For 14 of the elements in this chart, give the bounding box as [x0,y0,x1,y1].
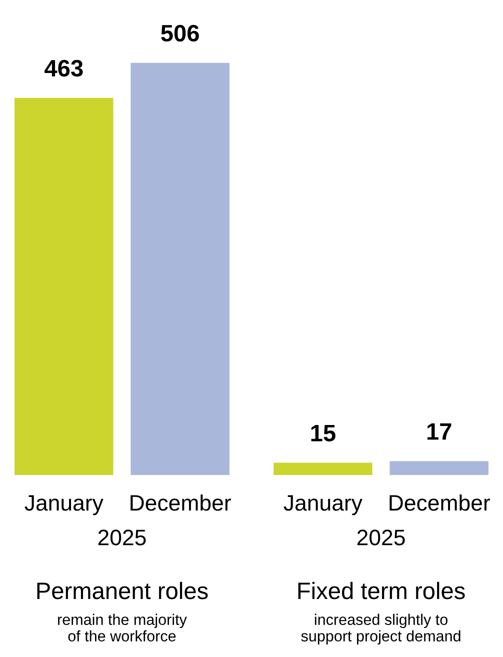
data-label: 17 [427,423,452,440]
text: Fixed term roles [298,582,465,600]
data-label: 15 [311,424,336,442]
x-axis-title: 2025 [98,530,146,546]
x-tick-label: December [130,494,231,511]
text: increased slightly to support project demand [301,614,460,644]
data-label: 506 [161,24,199,42]
text: Permanent roles [37,582,208,600]
x-tick-label: January [284,495,362,516]
x-tick-label: January [24,495,104,516]
text: remain the majority of the workforce [58,614,187,642]
data-label: 463 [44,60,83,77]
x-tick-label: December [390,494,490,511]
x-axis-title: 2025 [357,530,405,546]
